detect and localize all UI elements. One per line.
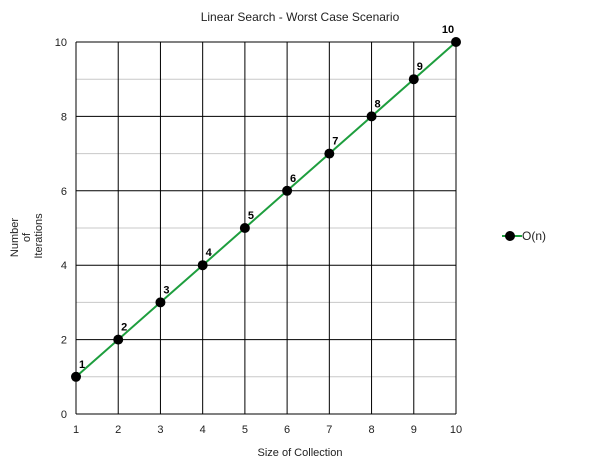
data-label-1: 1	[79, 359, 85, 371]
legend: O(n)	[502, 229, 546, 243]
y-axis-label-line-1: Number	[9, 218, 21, 257]
y-tick-label-0: 0	[61, 409, 67, 421]
x-tick-label-7: 7	[326, 424, 332, 436]
data-labels: 1 2 3 4 5 6 7 8 9 10	[79, 24, 454, 371]
x-tick-label-1: 1	[73, 424, 79, 436]
x-tick-label-4: 4	[200, 424, 206, 436]
data-label-10: 10	[442, 24, 454, 36]
y-tick-labels: 0 2 4 6 8 10	[55, 37, 67, 421]
data-point-8	[366, 111, 377, 122]
y-tick-label-2: 2	[61, 335, 67, 347]
data-label-7: 7	[332, 136, 338, 148]
data-point-4	[197, 260, 208, 271]
data-point-10	[451, 37, 461, 47]
legend-label-0: O(n)	[522, 229, 546, 243]
data-point-6	[282, 185, 293, 196]
x-tick-label-8: 8	[368, 424, 374, 436]
legend-swatch-marker-0	[505, 231, 515, 241]
y-tick-label-4: 4	[61, 260, 67, 272]
data-point-7	[324, 148, 335, 159]
y-tick-label-6: 6	[61, 186, 67, 198]
data-label-2: 2	[121, 322, 127, 334]
y-tick-label-10: 10	[55, 37, 67, 49]
series-line-0	[75, 41, 457, 378]
x-tick-label-6: 6	[284, 424, 290, 436]
data-point-5	[239, 223, 250, 233]
minor-gridlines	[76, 78, 456, 378]
series-points	[71, 37, 461, 382]
data-point-1	[71, 371, 81, 382]
x-axis-label: Size of Collection	[258, 447, 343, 459]
y-axis-label-line-2: of	[21, 232, 33, 242]
x-tick-label-10: 10	[450, 424, 462, 436]
axes	[75, 42, 456, 415]
data-point-2	[113, 334, 124, 345]
data-label-5: 5	[248, 210, 254, 222]
data-point-3	[155, 297, 166, 308]
x-tick-label-9: 9	[411, 424, 417, 436]
y-axis-label-line-3: Iterations	[33, 213, 45, 259]
x-tick-labels: 1 2 3 4 5 6 7 8 9 10	[73, 424, 462, 436]
data-label-3: 3	[163, 284, 169, 296]
data-label-9: 9	[417, 61, 423, 73]
data-label-6: 6	[290, 173, 296, 185]
svg-text:Number of Iter: Number of Iterations	[9, 213, 45, 259]
x-tick-label-2: 2	[115, 424, 121, 436]
x-tick-label-3: 3	[157, 424, 163, 436]
y-tick-label-8: 8	[61, 111, 67, 123]
series-lines	[75, 41, 457, 378]
chart-title: Linear Search - Worst Case Scenario	[201, 10, 400, 24]
data-label-8: 8	[374, 98, 380, 110]
y-axis-label: Number of Iterations	[9, 213, 45, 259]
data-point-9	[408, 74, 419, 85]
data-label-4: 4	[206, 247, 213, 259]
x-tick-label-5: 5	[242, 424, 248, 436]
